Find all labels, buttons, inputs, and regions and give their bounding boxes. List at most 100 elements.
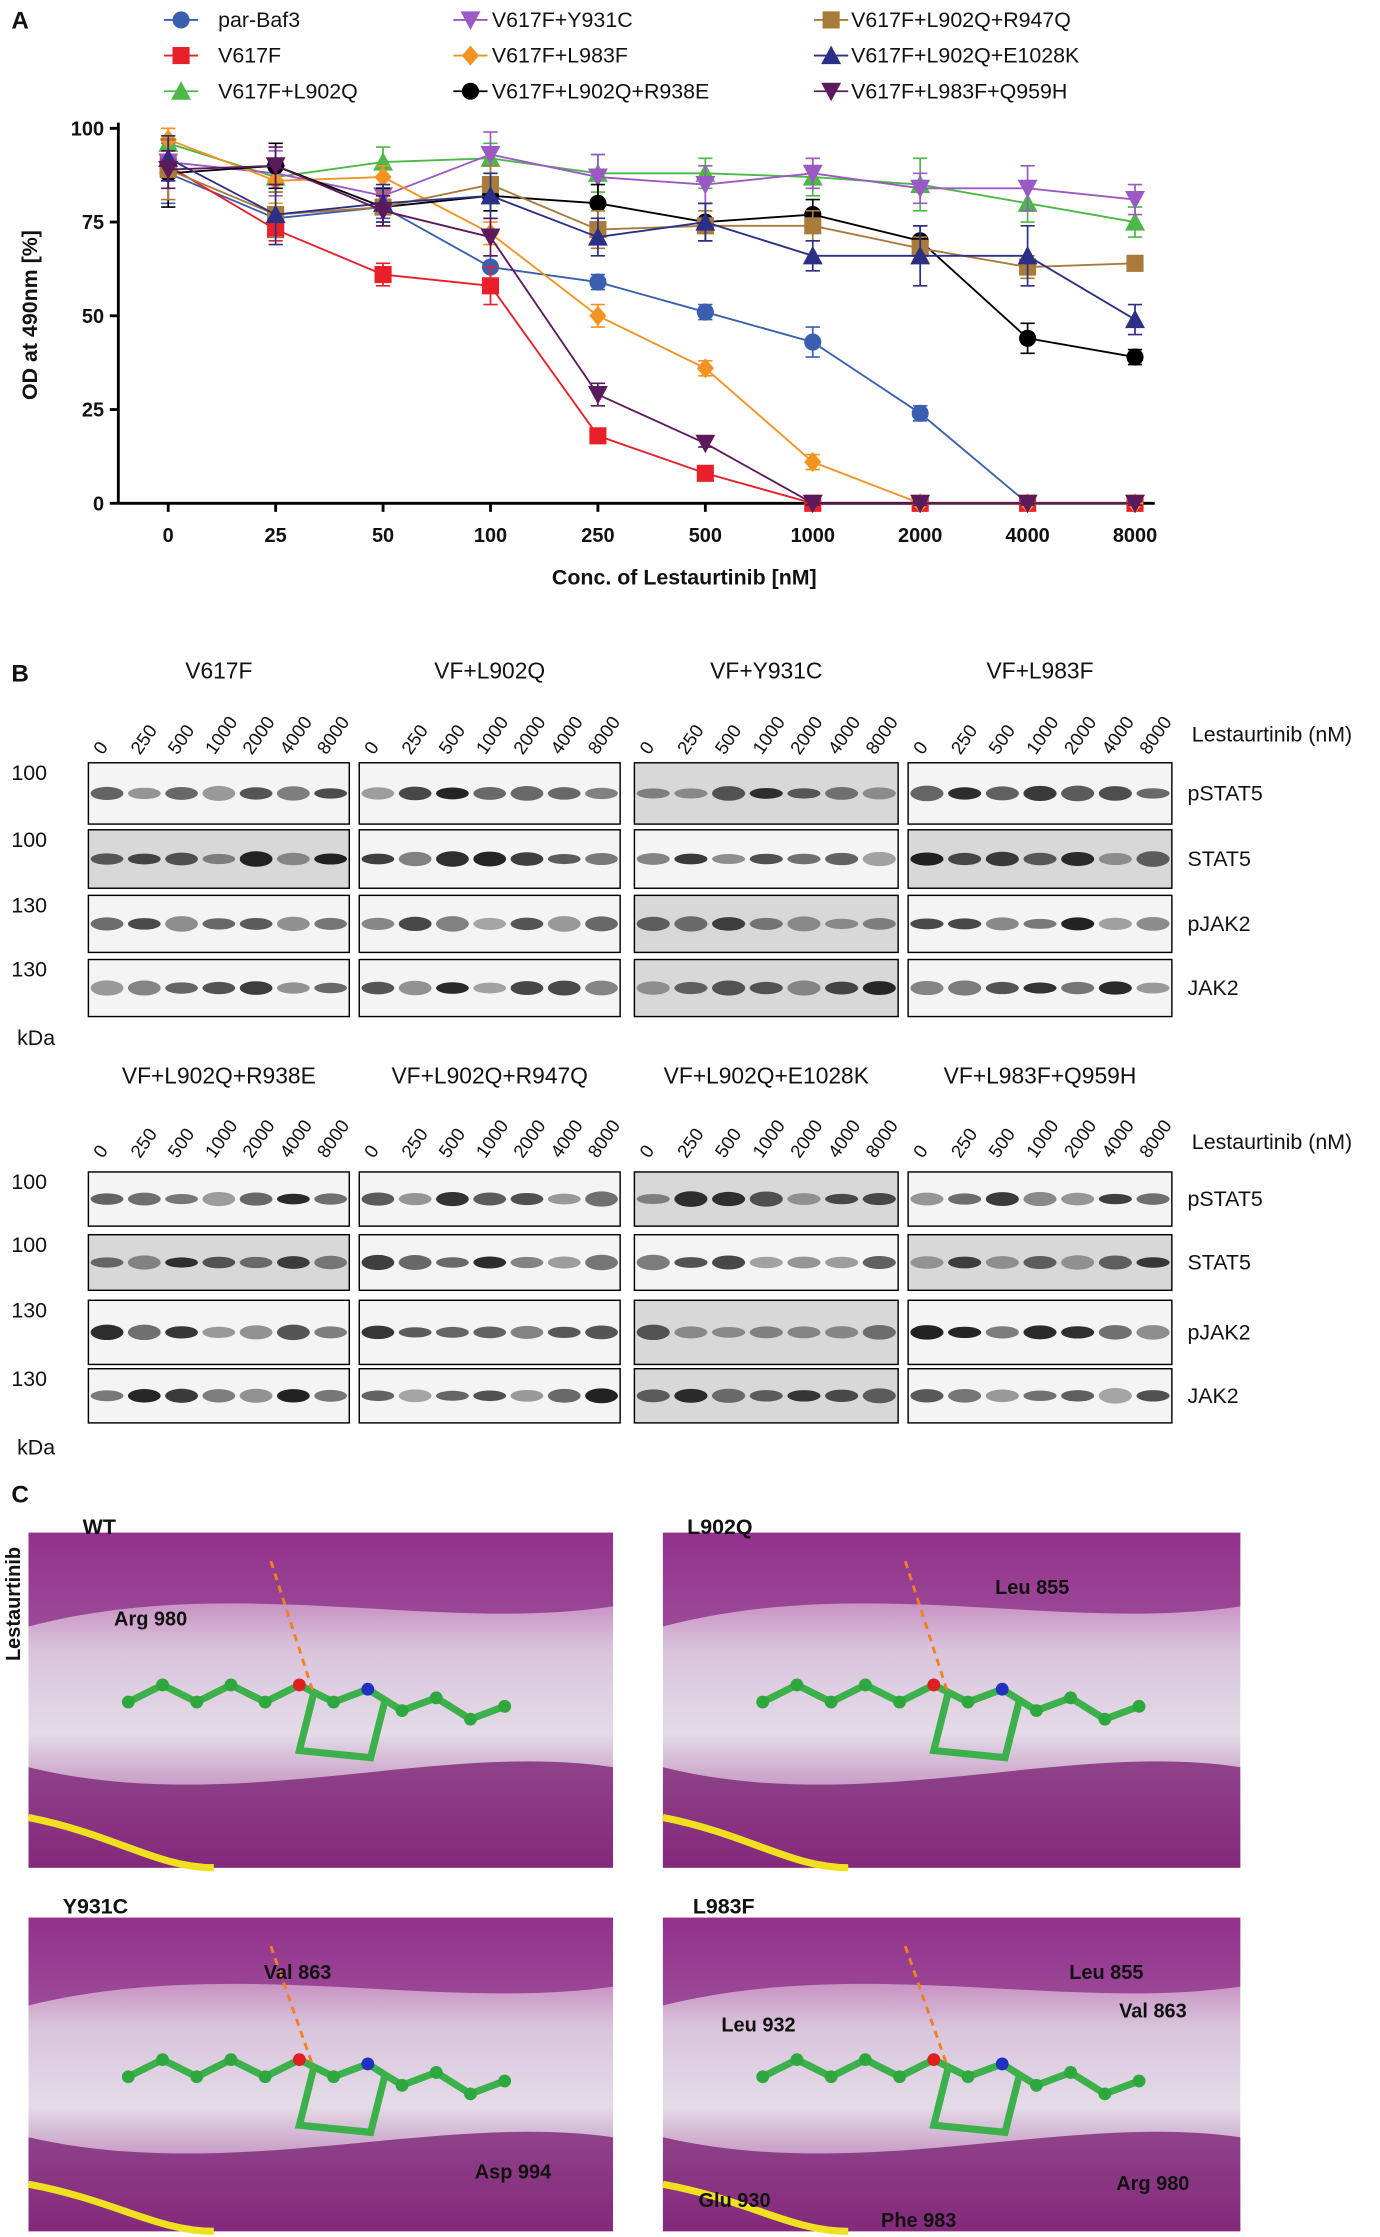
marker bbox=[1019, 329, 1037, 347]
blot-band bbox=[1136, 851, 1170, 867]
ligand-atom bbox=[858, 1678, 872, 1692]
blot-band bbox=[1023, 1390, 1057, 1402]
legend-marker bbox=[821, 45, 842, 65]
x-tick-label: 4000 bbox=[1005, 525, 1049, 547]
blot-strip bbox=[907, 1299, 1173, 1366]
blot-band bbox=[862, 918, 896, 930]
blot-strip bbox=[87, 829, 350, 889]
panel-label: C bbox=[11, 1482, 28, 1509]
series-line bbox=[168, 153, 1136, 201]
protein-label: pSTAT5 bbox=[1188, 782, 1263, 806]
lane-label: 2000 bbox=[1059, 1116, 1100, 1162]
lane-label: 1000 bbox=[471, 712, 512, 758]
marker bbox=[1126, 254, 1144, 272]
blot-band bbox=[1098, 1193, 1132, 1205]
residue-label: Arg 980 bbox=[114, 1608, 187, 1630]
blot-band bbox=[510, 917, 544, 931]
blot-band bbox=[314, 1326, 348, 1339]
blot-band bbox=[398, 1255, 432, 1270]
lane-label: 4000 bbox=[823, 712, 864, 758]
panel-label: B bbox=[11, 661, 28, 688]
blot-band bbox=[202, 1326, 236, 1338]
series-line bbox=[167, 138, 1136, 505]
blot-band bbox=[674, 916, 708, 932]
blot-band bbox=[473, 1390, 507, 1402]
protein-label: STAT5 bbox=[1188, 1251, 1251, 1275]
blot-strip bbox=[358, 1233, 621, 1292]
blot-band bbox=[749, 1191, 783, 1207]
marker bbox=[589, 305, 607, 326]
blot-band bbox=[127, 1324, 161, 1341]
blot-band bbox=[862, 851, 896, 867]
marker bbox=[911, 404, 929, 422]
blot-band bbox=[398, 916, 432, 931]
blot-band bbox=[90, 1193, 124, 1205]
blot-band bbox=[398, 851, 432, 867]
legend-marker bbox=[461, 82, 480, 100]
blot-band bbox=[165, 852, 198, 866]
blot-band bbox=[674, 1388, 708, 1403]
ligand-atom bbox=[1098, 2087, 1112, 2101]
ligand-label: Lestaurtinib bbox=[3, 1547, 25, 1661]
blot-band bbox=[547, 1193, 581, 1205]
blot-band bbox=[90, 1257, 124, 1268]
blot-band bbox=[90, 786, 124, 801]
ligand-atom bbox=[858, 2053, 872, 2067]
blot-band bbox=[712, 980, 746, 996]
blot-band bbox=[276, 1389, 310, 1403]
blot-band bbox=[276, 786, 310, 801]
blot-strip bbox=[87, 1233, 350, 1292]
blot-band bbox=[239, 1256, 273, 1269]
blot-strip bbox=[87, 762, 350, 825]
series-line bbox=[168, 164, 1136, 358]
blot-band bbox=[749, 788, 783, 799]
blot-strip bbox=[907, 958, 1173, 1018]
residue-label: Leu 855 bbox=[1069, 1962, 1143, 1984]
lane-label: 8000 bbox=[312, 712, 353, 758]
x-axis-title: Conc. of Lestaurtinib [nM] bbox=[552, 566, 817, 590]
blot-band bbox=[473, 1192, 507, 1206]
blot-band bbox=[239, 1192, 273, 1206]
blot-band bbox=[436, 1257, 469, 1268]
blot-band bbox=[547, 853, 581, 865]
blot-band bbox=[1061, 851, 1095, 867]
protein-label: JAK2 bbox=[1188, 976, 1239, 1000]
protein-label: JAK2 bbox=[1188, 1384, 1239, 1408]
blot-title: VF+L983F+Q959H bbox=[944, 1063, 1137, 1089]
blot-band bbox=[202, 853, 236, 865]
lane-label: 0 bbox=[360, 1141, 383, 1161]
blot-band bbox=[862, 1255, 896, 1270]
blot-band bbox=[1061, 1326, 1095, 1339]
lane-label: 2000 bbox=[1059, 712, 1100, 758]
blot-band bbox=[1023, 982, 1057, 994]
legend-marker bbox=[172, 47, 190, 65]
ligand-atom bbox=[224, 1678, 238, 1692]
blot-band bbox=[585, 853, 618, 866]
blot-band bbox=[985, 1389, 1019, 1403]
lane-label: 0 bbox=[360, 737, 383, 757]
ligand-ring bbox=[294, 2067, 389, 2137]
lane-label: 250 bbox=[673, 1124, 708, 1161]
blot-strip bbox=[87, 1368, 350, 1424]
ligand-atom bbox=[190, 1695, 204, 1709]
blot-band bbox=[473, 917, 507, 930]
lane-label: 0 bbox=[909, 737, 932, 757]
lane-label: 1000 bbox=[748, 712, 789, 758]
ligand-atom bbox=[927, 2053, 941, 2067]
blot-band bbox=[314, 788, 348, 799]
blot-band bbox=[547, 1326, 581, 1338]
marker bbox=[1125, 191, 1146, 210]
blot-band bbox=[585, 1191, 618, 1207]
blot-band bbox=[1136, 788, 1170, 799]
blot-band bbox=[862, 1193, 896, 1206]
lane-label: 0 bbox=[909, 1141, 932, 1161]
blot-strip bbox=[633, 829, 899, 889]
blot-band bbox=[398, 980, 432, 996]
protein-label: STAT5 bbox=[1188, 847, 1251, 871]
ligand-atom bbox=[258, 1695, 272, 1709]
blot-band bbox=[636, 1194, 670, 1205]
lane-label: 4000 bbox=[823, 1116, 864, 1162]
blot-strip bbox=[633, 894, 899, 954]
blot-band bbox=[636, 981, 670, 995]
